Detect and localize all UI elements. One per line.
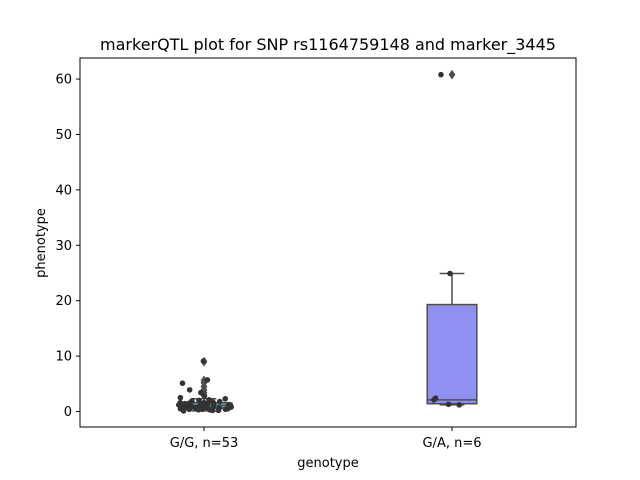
data-point	[180, 408, 187, 414]
y-tick-label: 10	[55, 350, 72, 365]
data-point	[177, 394, 184, 401]
data-point	[447, 270, 453, 277]
y-axis-label: phenotype	[34, 208, 49, 278]
box-group	[426, 69, 478, 406]
x-axis-label: genotype	[297, 456, 358, 471]
y-tick-label: 40	[55, 183, 72, 198]
data-point	[438, 71, 444, 78]
x-axis: G/G, n=53 G/A, n=6	[170, 427, 482, 451]
y-tick-label: 20	[55, 294, 72, 309]
data-point	[195, 407, 202, 413]
y-tick-label: 0	[64, 405, 72, 420]
data-point	[456, 402, 463, 408]
box-iqr	[426, 303, 478, 405]
data-point	[222, 406, 229, 413]
data-point	[445, 401, 452, 408]
y-axis: 0 10 20 30 40 50 60	[55, 73, 80, 420]
outlier-marker	[448, 69, 456, 80]
strip-points	[431, 71, 463, 408]
x-tick-label: G/A, n=6	[422, 436, 481, 451]
data-point	[431, 397, 437, 403]
data-point	[200, 358, 207, 364]
plot-frame	[79, 57, 577, 428]
data-point	[179, 380, 186, 387]
data-point	[186, 387, 193, 393]
data-point	[216, 398, 223, 405]
y-tick-label: 30	[55, 239, 72, 254]
y-tick-label: 50	[55, 128, 72, 143]
data-point	[215, 407, 222, 414]
y-tick-label: 60	[55, 73, 72, 88]
plot-content	[176, 69, 478, 414]
data-point	[201, 393, 208, 399]
data-point	[209, 407, 216, 414]
data-point	[222, 395, 229, 402]
data-point	[196, 397, 202, 404]
x-tick-label: G/G, n=53	[170, 436, 238, 451]
data-point	[204, 377, 211, 383]
strip-points	[176, 358, 234, 414]
chart-title: markerQTL plot for SNP rs1164759148 and …	[100, 35, 556, 55]
data-point	[198, 389, 204, 396]
data-point	[186, 406, 193, 413]
